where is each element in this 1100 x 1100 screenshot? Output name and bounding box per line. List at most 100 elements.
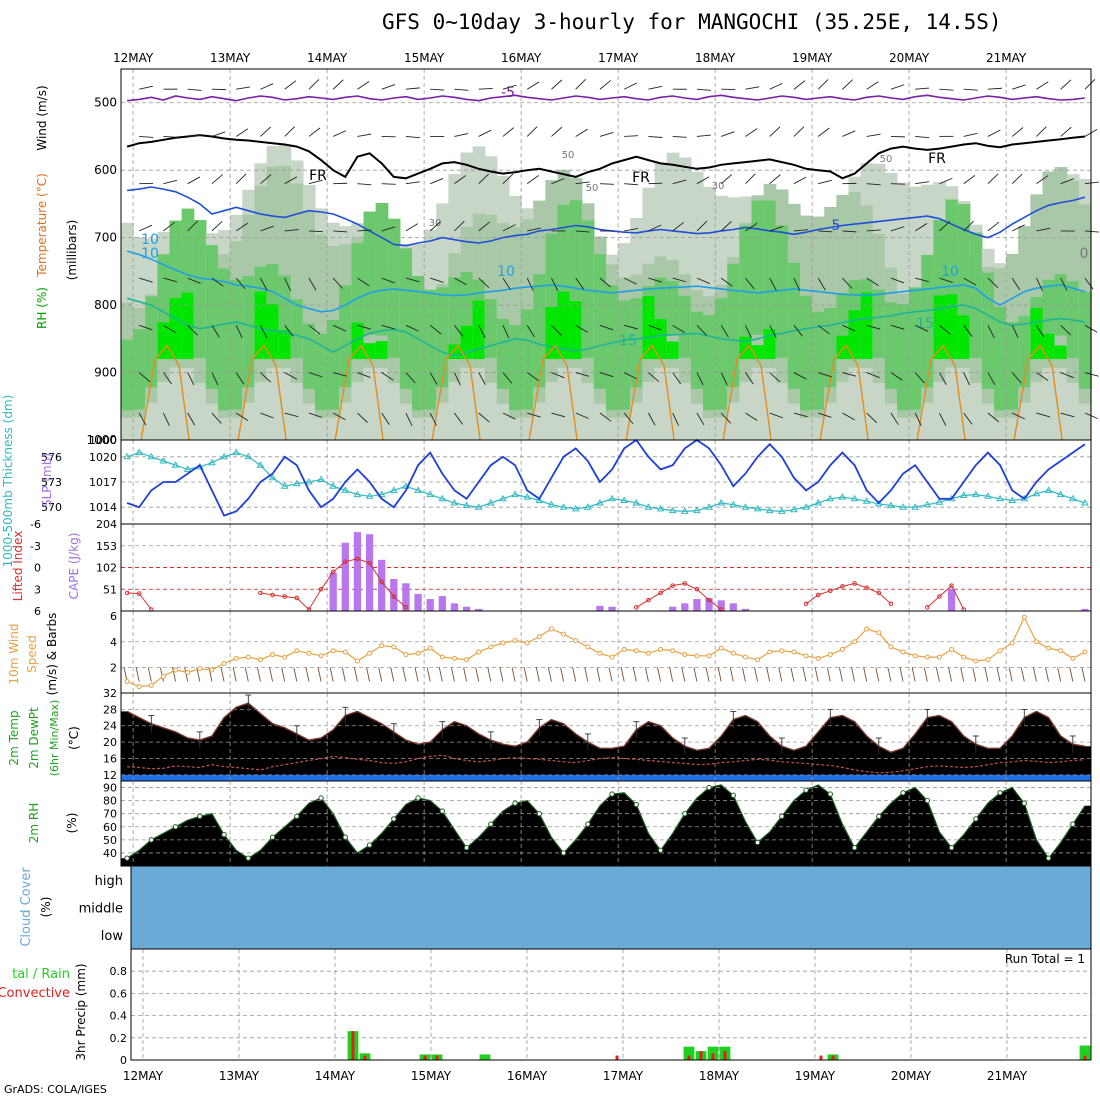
wind-barb bbox=[502, 277, 511, 291]
wind-barb bbox=[696, 134, 711, 137]
surface-wind-barb bbox=[681, 667, 686, 682]
slp-line bbox=[126, 438, 1086, 517]
rh-cell bbox=[266, 304, 280, 360]
y-tick-label-left: -3 bbox=[30, 540, 41, 553]
wind-barb bbox=[648, 277, 662, 283]
lifted-index-marker bbox=[815, 592, 821, 598]
wind-barb bbox=[720, 412, 732, 424]
thickness-marker bbox=[996, 494, 1004, 502]
wind-speed-marker bbox=[597, 650, 603, 656]
wind-speed-marker bbox=[997, 648, 1003, 654]
rh-cell bbox=[339, 285, 352, 388]
wind-barb bbox=[987, 129, 1001, 137]
wind-barb bbox=[163, 222, 175, 232]
surface-wind-barb bbox=[669, 667, 674, 682]
x-tick-label-top: 19MAY bbox=[792, 51, 833, 65]
wind-barb bbox=[187, 372, 195, 386]
rh-cell bbox=[666, 280, 680, 336]
wind-barb bbox=[163, 324, 176, 333]
wind-speed-marker bbox=[379, 643, 385, 649]
temperature-contour-20 bbox=[819, 344, 869, 441]
thickness-marker bbox=[474, 503, 483, 510]
wind-barb bbox=[624, 183, 639, 186]
wind-barb bbox=[769, 82, 783, 90]
rh-marker bbox=[585, 821, 591, 827]
rh-marker bbox=[973, 816, 979, 822]
wind-barb bbox=[914, 324, 929, 332]
rh-cell bbox=[412, 275, 425, 411]
rh-marker bbox=[803, 787, 809, 793]
rh-marker bbox=[391, 816, 397, 822]
lifted-index-marker bbox=[876, 590, 882, 596]
wind-barb bbox=[430, 178, 444, 185]
wind-speed-marker bbox=[391, 644, 397, 650]
wind-barb bbox=[818, 179, 832, 185]
rh-cell bbox=[472, 300, 486, 360]
y-tick-label: 0 bbox=[120, 1054, 127, 1067]
wind-speed-marker bbox=[270, 652, 276, 658]
wind-barb bbox=[357, 81, 370, 90]
rh-cell bbox=[678, 295, 692, 358]
rh-cell bbox=[957, 203, 971, 336]
wind-speed-marker bbox=[367, 650, 373, 656]
surface-wind-barb bbox=[269, 667, 274, 682]
wind-barb bbox=[551, 178, 565, 185]
wind-barb bbox=[720, 277, 733, 287]
wind-barb bbox=[890, 84, 905, 90]
wind-barb bbox=[551, 412, 566, 418]
wind-barb bbox=[381, 183, 396, 185]
x-tick-label-top: 14MAY bbox=[307, 51, 348, 65]
rh-cell bbox=[751, 200, 765, 335]
rh-marker bbox=[1021, 800, 1028, 806]
wind-speed-marker bbox=[779, 648, 785, 654]
wind-barb bbox=[672, 372, 682, 385]
contour-label: FR bbox=[632, 170, 650, 186]
wind-barb bbox=[696, 176, 710, 185]
wind-barb bbox=[599, 412, 612, 422]
temperature-contour-20 bbox=[625, 344, 675, 441]
ylabel-wind: Wind (m/s) bbox=[35, 85, 49, 150]
surface-wind-barb bbox=[1032, 667, 1037, 682]
wind-speed-marker bbox=[949, 646, 955, 652]
thickness-marker bbox=[244, 452, 253, 460]
thickness-marker bbox=[365, 492, 374, 499]
surface-wind-barb bbox=[1008, 667, 1013, 682]
rh-cell bbox=[278, 275, 292, 336]
wind-barb bbox=[381, 226, 396, 232]
wind-barb bbox=[793, 229, 808, 232]
wind-barb bbox=[890, 372, 903, 381]
wind-barb bbox=[478, 129, 492, 137]
thickness-marker bbox=[838, 493, 847, 500]
wind-speed-marker bbox=[306, 650, 312, 656]
surface-wind-barb bbox=[499, 667, 504, 682]
wind-barb bbox=[478, 412, 490, 423]
thickness-marker bbox=[862, 497, 871, 504]
wind-barb bbox=[260, 126, 271, 137]
wind-barb bbox=[890, 277, 905, 284]
thickness-marker bbox=[208, 458, 216, 466]
wind-barb bbox=[405, 277, 420, 283]
temperature-contour-20 bbox=[334, 344, 384, 441]
wind-barb bbox=[187, 176, 201, 185]
temperature-contour-5 bbox=[127, 186, 1086, 247]
wind-barb bbox=[139, 277, 153, 283]
thickness-marker bbox=[680, 507, 689, 514]
x-tick-label-bottom: 19MAY bbox=[795, 1069, 836, 1083]
surface-wind-barb bbox=[778, 667, 783, 682]
surface-wind-barb bbox=[705, 667, 710, 682]
wind-speed-marker bbox=[536, 634, 542, 640]
x-tick-label-bottom: 13MAY bbox=[219, 1069, 260, 1083]
rh-marker bbox=[779, 813, 785, 820]
wind-barb bbox=[1036, 372, 1049, 381]
rh-marker bbox=[197, 813, 203, 820]
rh-cell bbox=[351, 322, 365, 360]
precip-convective-bar bbox=[711, 1053, 715, 1060]
wind-barb bbox=[866, 372, 880, 379]
thickness-marker bbox=[971, 490, 980, 498]
lifted-index-line bbox=[805, 582, 892, 605]
rh-cell bbox=[545, 307, 559, 360]
wind-barb bbox=[454, 133, 469, 137]
wind-speed-marker bbox=[645, 650, 651, 656]
footer-credit: GrADS: COLA/IGES bbox=[4, 1083, 107, 1096]
thickness-marker bbox=[377, 490, 386, 498]
